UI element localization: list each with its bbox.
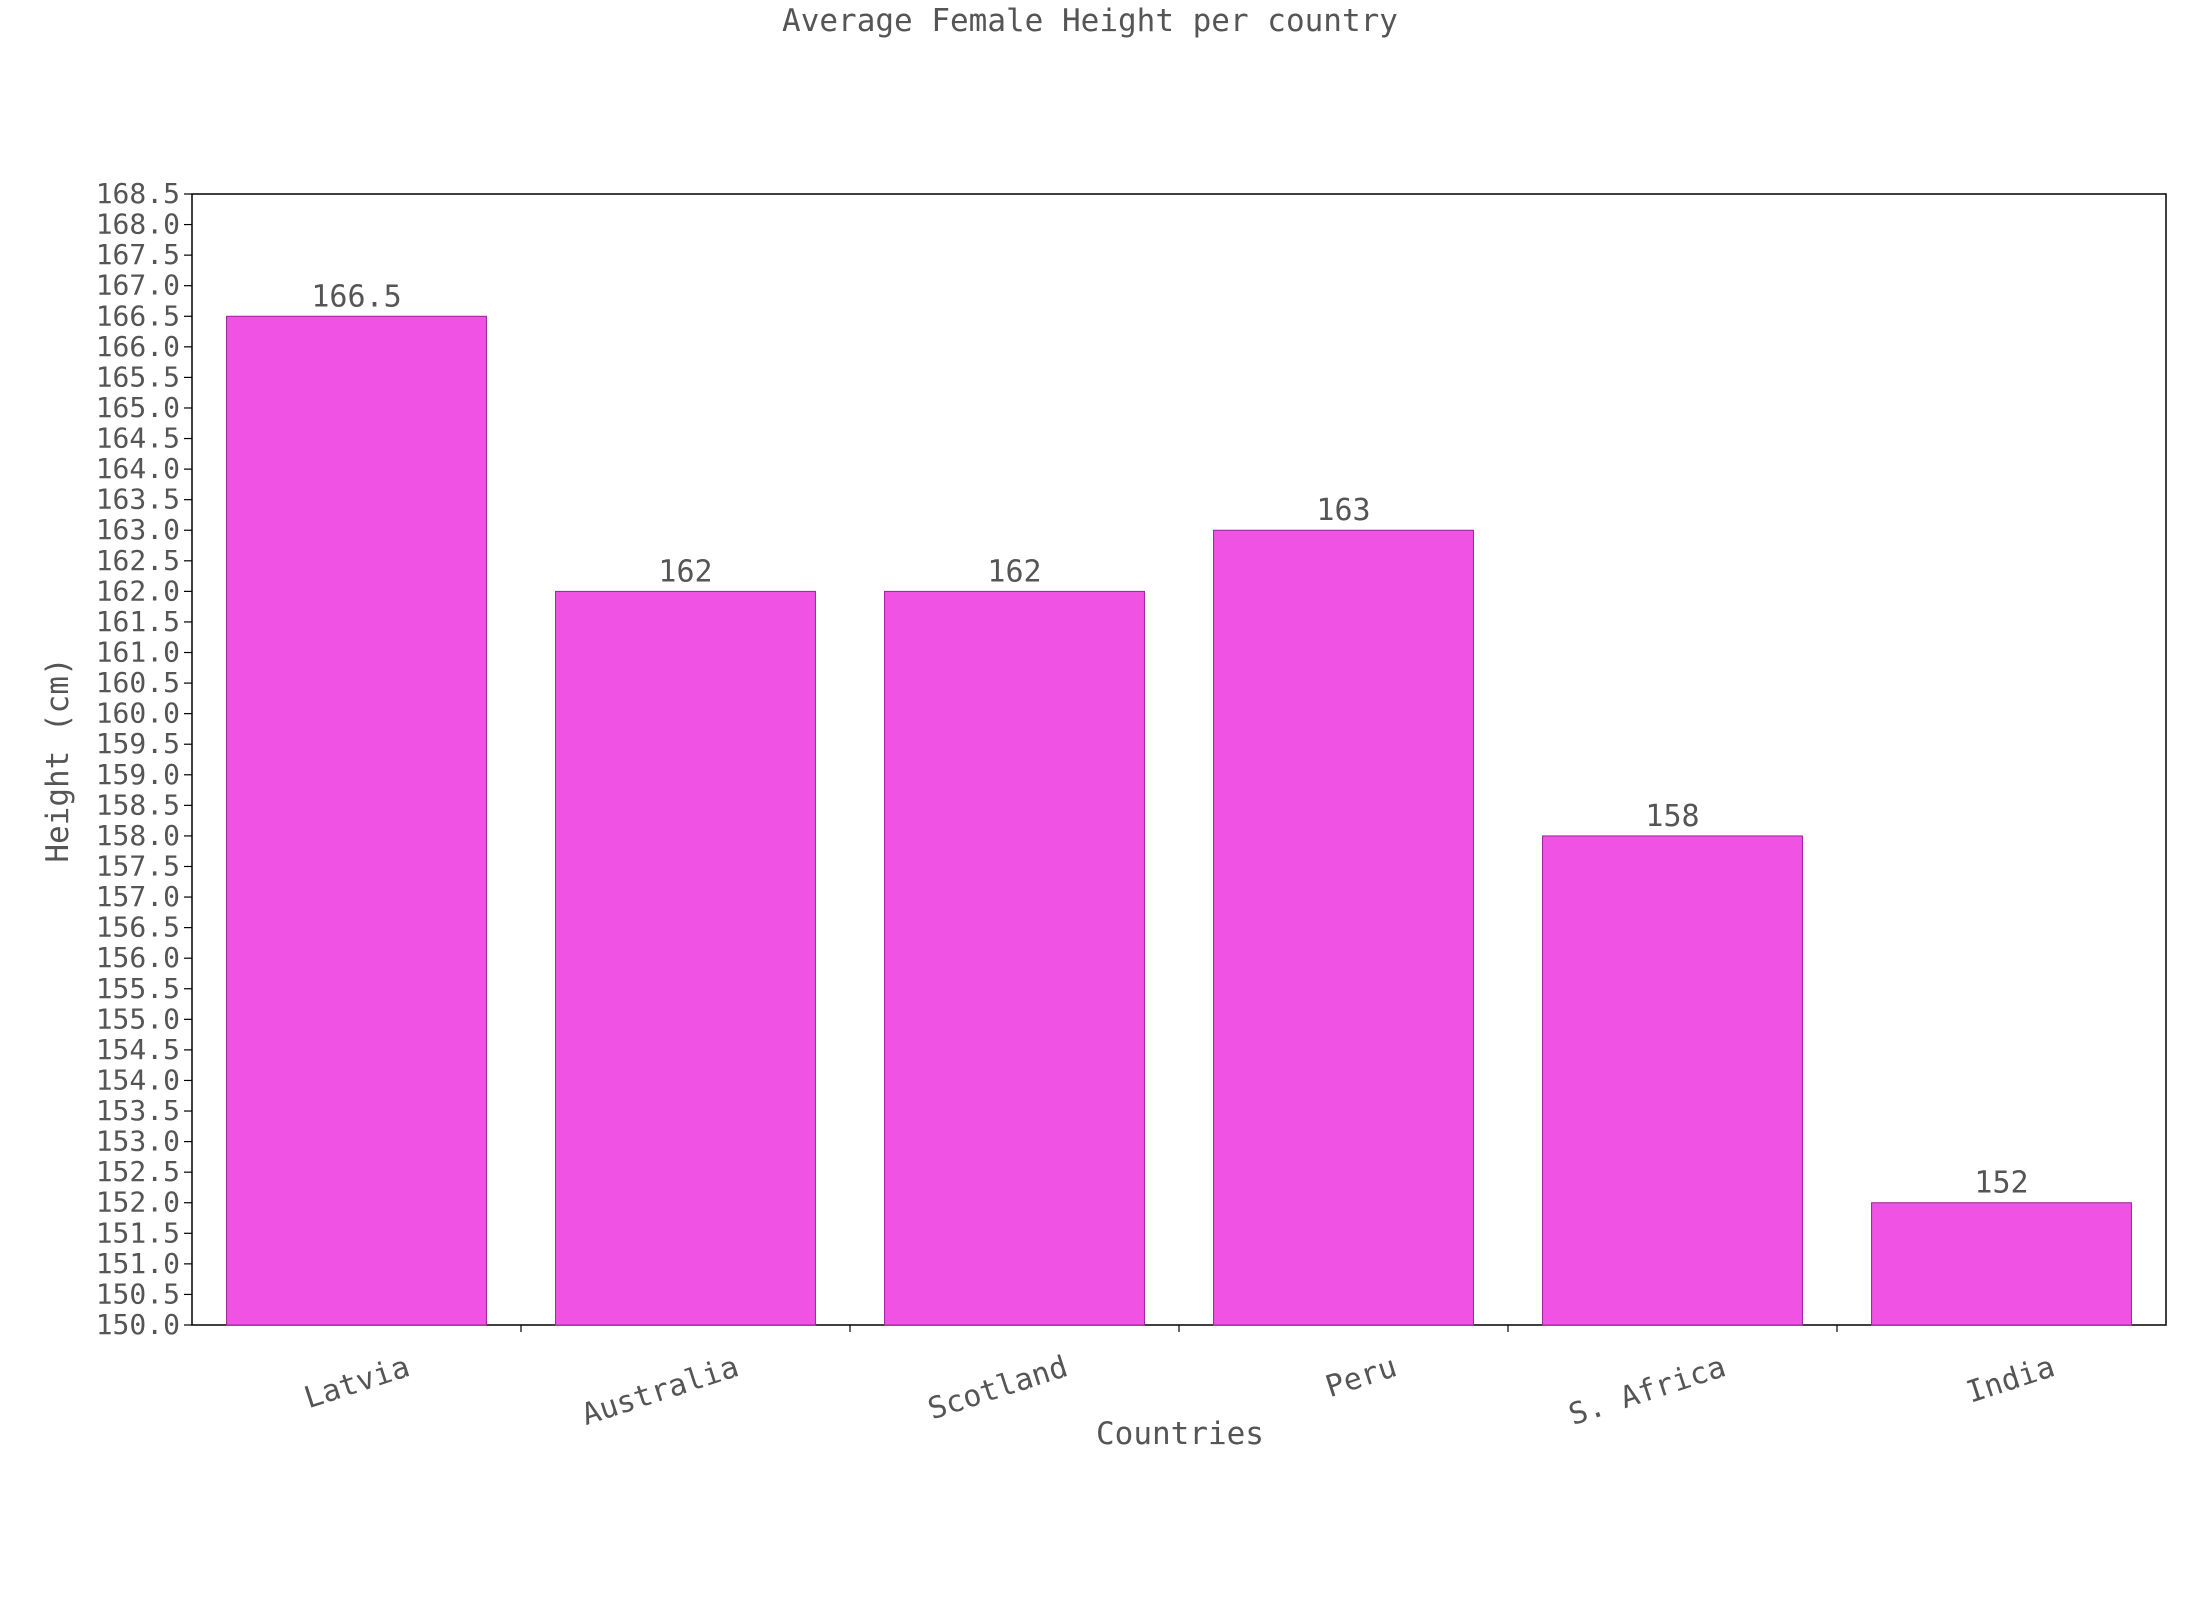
y-tick-label: 166.5 [96, 299, 180, 332]
x-tick-label: Australia [578, 1349, 743, 1433]
y-tick-label: 164.5 [96, 422, 180, 455]
y-tick-label: 168.5 [96, 177, 180, 210]
y-tick-label: 156.5 [96, 911, 180, 944]
bar [1542, 835, 1803, 1326]
bar-value-label: 166.5 [311, 279, 401, 314]
bar [226, 315, 487, 1326]
x-tick-label: Scotland [924, 1349, 1072, 1427]
chart-title: Average Female Height per country [782, 3, 1398, 39]
y-tick-label: 150.0 [96, 1308, 180, 1341]
y-tick-label: 156.0 [96, 941, 180, 974]
y-axis-label: Height (cm) [40, 657, 76, 862]
y-tick-label: 168.0 [96, 208, 180, 241]
plot-frame [191, 193, 2167, 1326]
x-tick-label: India [1962, 1349, 2059, 1410]
y-tick-label: 165.5 [96, 360, 180, 393]
y-tick-label: 163.0 [96, 513, 180, 546]
x-tick-label: Peru [1321, 1349, 1401, 1405]
bar-value-label: 158 [1645, 799, 1699, 834]
x-axis-label: Countries [1096, 1416, 1264, 1452]
y-tick-label: 158.5 [96, 788, 180, 821]
bar [1213, 529, 1474, 1326]
x-tick-label: Latvia [300, 1349, 414, 1416]
y-tick-label: 151.0 [96, 1247, 180, 1280]
bar [884, 590, 1145, 1326]
bar [1871, 1202, 2132, 1326]
bar-value-label: 163 [1316, 493, 1370, 528]
y-tick-label: 162.5 [96, 544, 180, 577]
x-tick-label: S. Africa [1565, 1349, 1730, 1433]
bar-value-label: 162 [987, 554, 1041, 589]
y-tick-label: 151.5 [96, 1216, 180, 1249]
y-tick-label: 164.0 [96, 452, 180, 485]
bar-value-label: 152 [1974, 1166, 2028, 1201]
y-tick-label: 163.5 [96, 483, 180, 516]
y-tick-label: 161.0 [96, 636, 180, 669]
y-tick-label: 158.0 [96, 819, 180, 852]
y-tick-label: 159.5 [96, 727, 180, 760]
y-tick-label: 154.0 [96, 1063, 180, 1096]
y-tick-label: 167.5 [96, 238, 180, 271]
y-tick-label: 166.0 [96, 330, 180, 363]
y-tick-label: 157.0 [96, 880, 180, 913]
y-tick-label: 155.5 [96, 972, 180, 1005]
y-tick-label: 150.5 [96, 1277, 180, 1310]
plot-area: 150.0150.5151.0151.5152.0152.5153.0153.5… [96, 177, 2167, 1433]
y-tick-label: 157.5 [96, 849, 180, 882]
y-tick-label: 167.0 [96, 269, 180, 302]
y-tick-label: 152.5 [96, 1155, 180, 1188]
y-tick-label: 160.5 [96, 666, 180, 699]
y-tick-label: 153.5 [96, 1094, 180, 1127]
bar [555, 590, 816, 1326]
y-tick-label: 159.0 [96, 758, 180, 791]
y-tick-label: 155.0 [96, 1002, 180, 1035]
y-tick-label: 152.0 [96, 1186, 180, 1219]
y-tick-label: 154.5 [96, 1033, 180, 1066]
y-tick-label: 162.0 [96, 574, 180, 607]
bar-value-label: 162 [658, 554, 712, 589]
y-tick-label: 165.0 [96, 391, 180, 424]
y-tick-label: 153.0 [96, 1125, 180, 1158]
y-tick-label: 160.0 [96, 697, 180, 730]
y-tick-label: 161.5 [96, 605, 180, 638]
